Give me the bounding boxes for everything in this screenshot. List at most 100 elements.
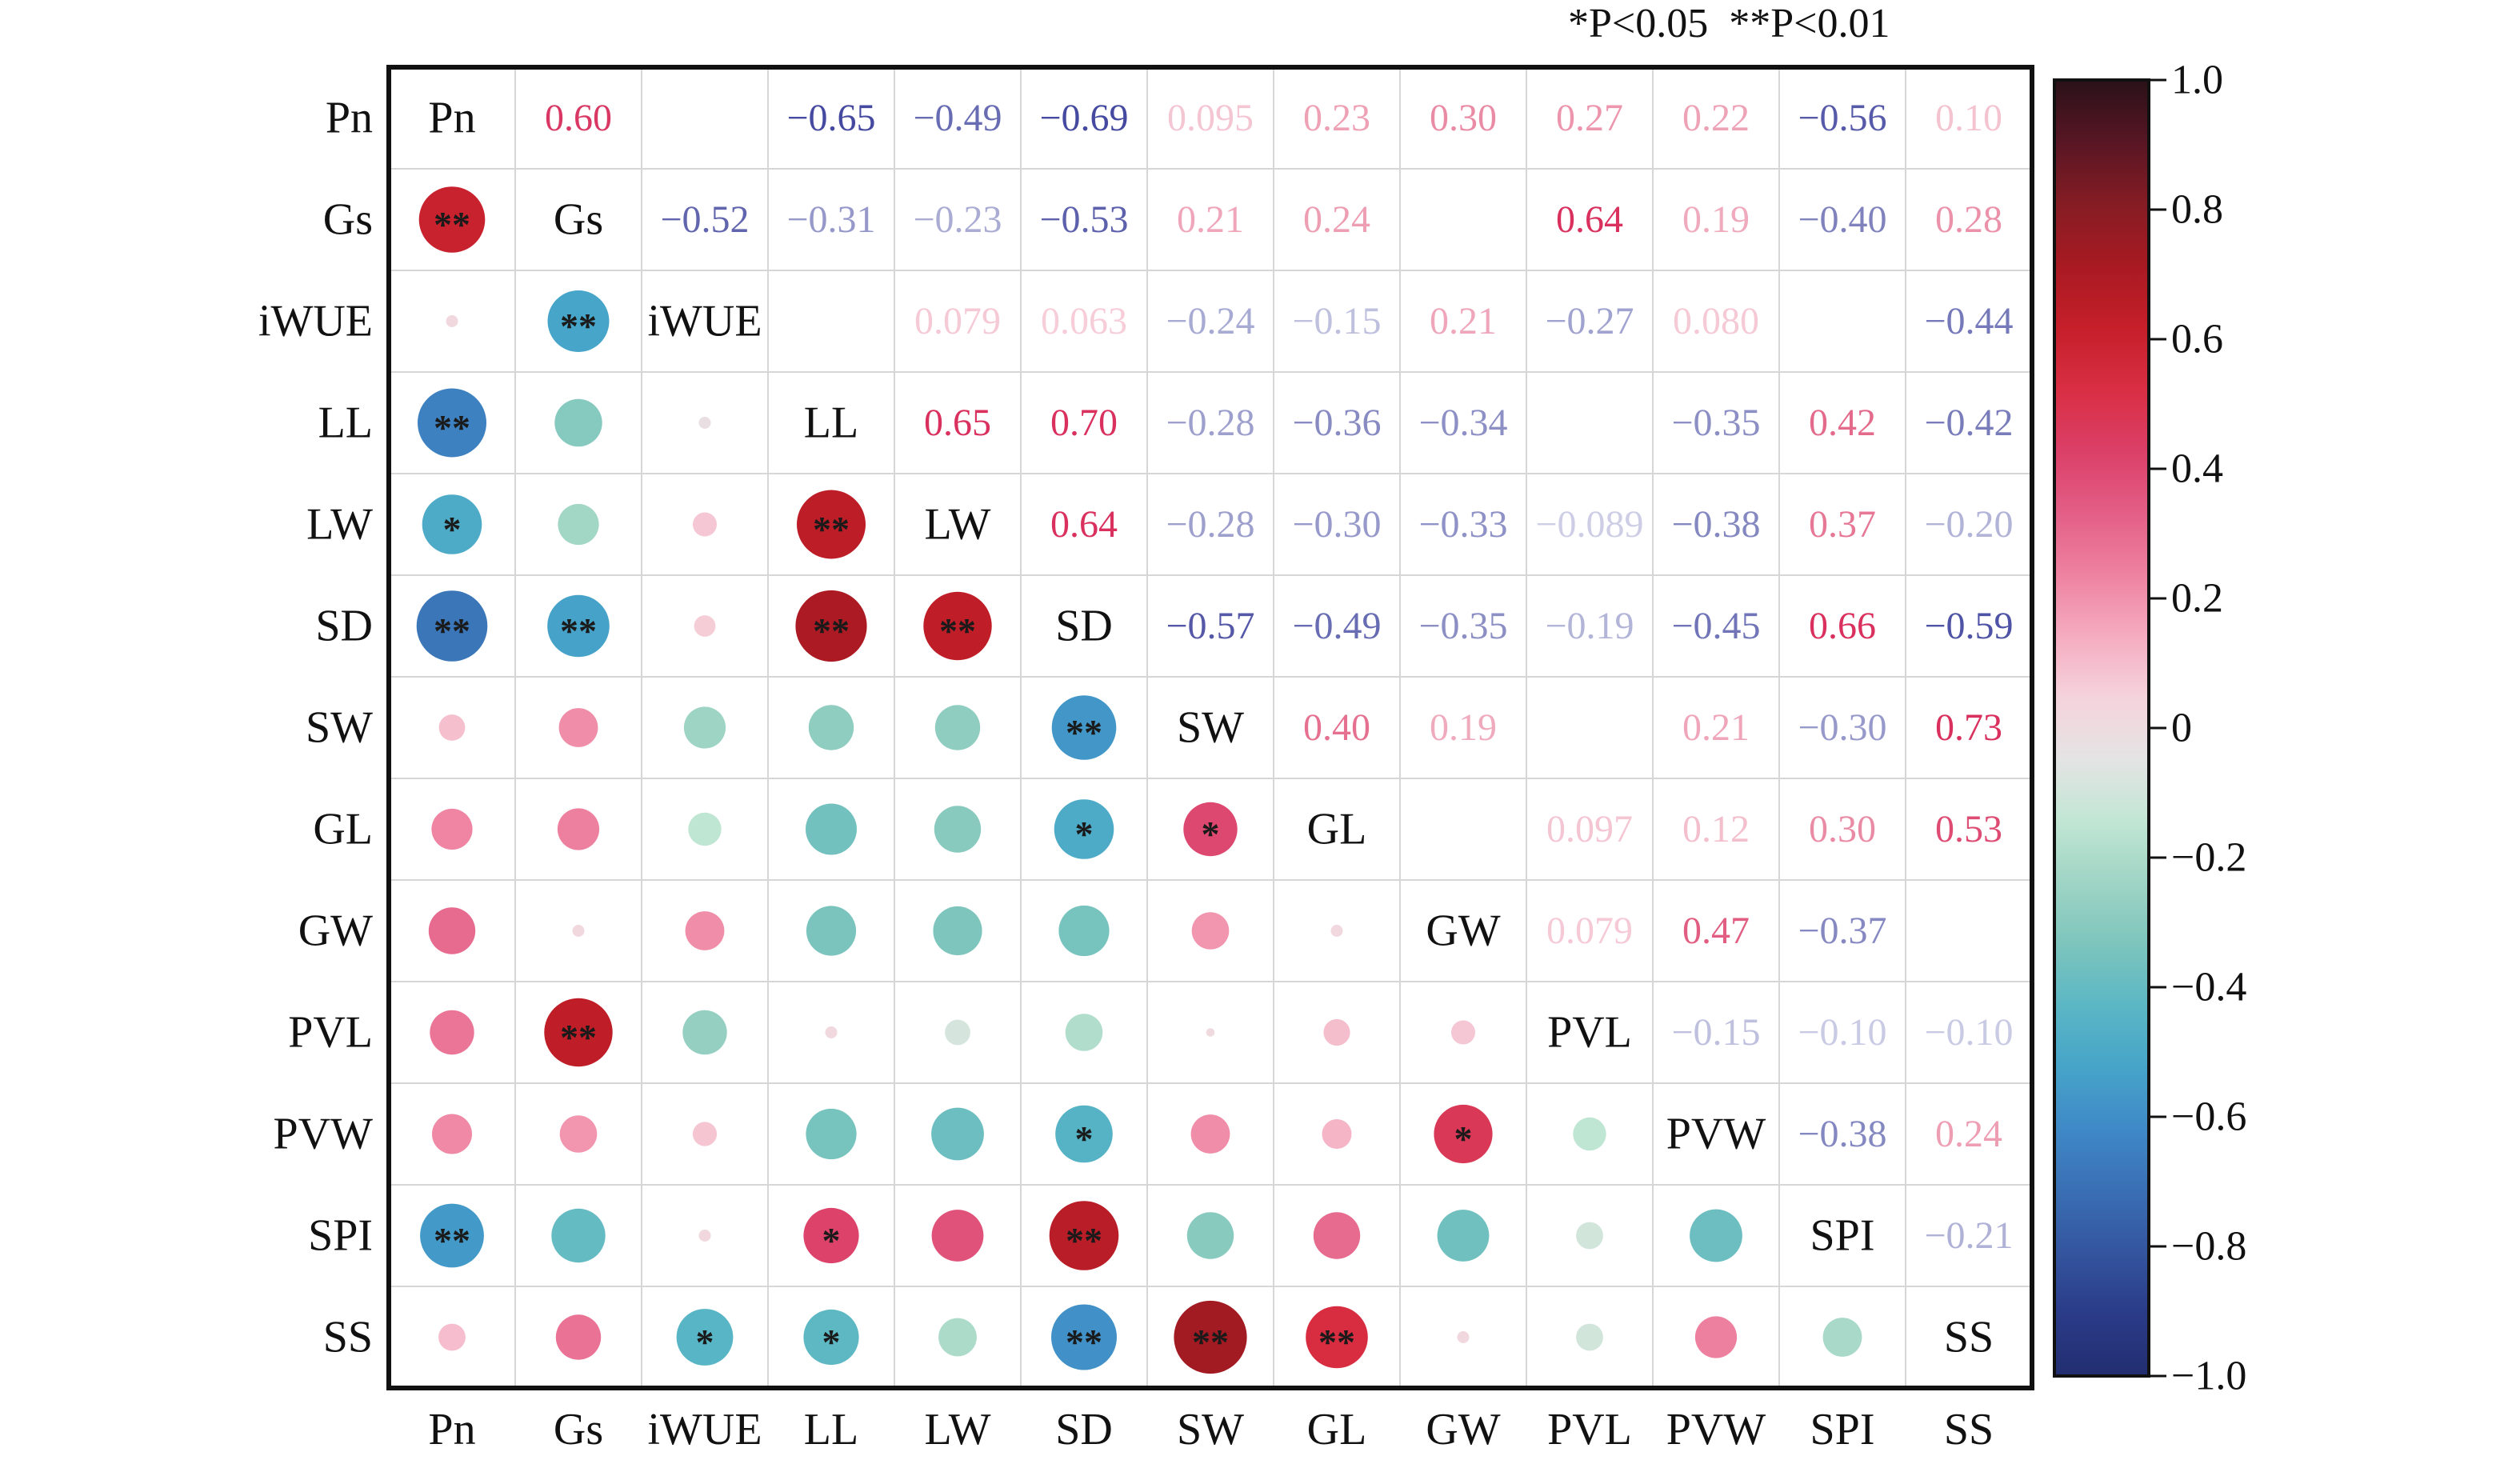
- corr-circle-PVL-GL: [1323, 1018, 1350, 1046]
- significance-mark-SD-LL: **: [813, 610, 850, 651]
- value-label-Pn-LL: −0.65: [786, 97, 875, 139]
- significance-mark-SD-Gs: **: [560, 610, 597, 651]
- corr-circle-PVW-PVL: [1573, 1117, 1606, 1151]
- col-label-PVL: PVL: [1547, 1405, 1632, 1454]
- value-label-SW-SPI: −0.30: [1798, 706, 1886, 749]
- significance-mark-iWUE-Gs: **: [560, 306, 597, 346]
- colorbar-tick-label: 0.6: [2171, 317, 2223, 362]
- significance-mark-SS-iWUE: *: [696, 1322, 714, 1362]
- significance-mark-PVL-Gs: **: [560, 1017, 597, 1058]
- corr-circle-PVL-LL: [825, 1026, 838, 1038]
- corr-circle-SS-PVW: [1694, 1316, 1738, 1358]
- value-label-PVW-SS: 0.24: [1935, 1113, 2002, 1155]
- significance-mark-LL-Pn: **: [434, 407, 470, 448]
- value-label-LW-SW: −0.28: [1166, 503, 1254, 546]
- colorbar-tick-label: 0.4: [2171, 446, 2223, 492]
- value-label-Pn-Gs: 0.60: [545, 97, 612, 139]
- significance-mark-Gs-Pn: **: [434, 204, 470, 245]
- row-label-SS: SS: [323, 1313, 373, 1362]
- corr-circle-iWUE-Gs: [547, 290, 610, 352]
- significance-mark-SS-LL: *: [822, 1322, 841, 1362]
- significance-mark-SS-SD: **: [1066, 1322, 1102, 1362]
- value-label-SD-GL: −0.49: [1292, 605, 1381, 647]
- corr-circle-PVW-SW: [1190, 1114, 1230, 1154]
- value-label-Gs-GL: 0.24: [1303, 198, 1370, 241]
- diagonal-label-SW: SW: [1177, 703, 1244, 753]
- value-label-Gs-SW: 0.21: [1177, 198, 1244, 241]
- significance-mark-SPI-SD: **: [1066, 1220, 1102, 1261]
- diagonal-label-Gs: Gs: [554, 195, 603, 245]
- corr-circle-SW-Pn: [438, 714, 466, 741]
- value-label-iWUE-SS: −0.44: [1924, 300, 2013, 342]
- corr-circle-GL-Pn: [431, 808, 473, 850]
- value-label-PVW-SPI: −0.38: [1798, 1113, 1886, 1155]
- value-label-SW-GL: 0.40: [1303, 706, 1370, 749]
- corr-circle-PVL-LW: [945, 1019, 970, 1046]
- col-label-GW: GW: [1426, 1405, 1500, 1454]
- value-label-Pn-LW: −0.49: [913, 97, 1002, 139]
- colorbar-tick-label: 1.0: [2171, 58, 2223, 103]
- value-label-Pn-PVW: 0.22: [1682, 97, 1750, 139]
- corr-circle-GL-SD: [1054, 799, 1114, 859]
- significance-mark-SPI-LL: *: [822, 1220, 841, 1261]
- col-label-Gs: Gs: [554, 1405, 603, 1454]
- col-label-LW: LW: [925, 1405, 991, 1454]
- value-label-Gs-LW: −0.23: [913, 198, 1002, 241]
- corr-circle-GW-SD: [1058, 905, 1110, 957]
- corr-circle-SW-Gs: [558, 708, 598, 747]
- value-label-SD-GW: −0.35: [1418, 605, 1507, 647]
- value-label-Pn-SD: −0.69: [1039, 97, 1128, 139]
- corr-circle-SW-iWUE: [683, 706, 726, 749]
- value-label-LL-SPI: 0.42: [1809, 402, 1876, 444]
- corr-circle-GW-iWUE: [685, 911, 725, 950]
- corr-circle-SPI-PVL: [1576, 1222, 1603, 1250]
- corr-circle-GL-Gs: [557, 808, 600, 850]
- corr-circle-PVW-GL: [1322, 1119, 1352, 1149]
- value-label-SD-PVW: −0.45: [1671, 605, 1760, 647]
- value-label-iWUE-SD: 0.063: [1041, 300, 1127, 342]
- corr-circle-SS-SW: [1174, 1300, 1247, 1374]
- colorbar-tick-label: −0.4: [2171, 965, 2246, 1010]
- corr-circle-SW-SD: [1051, 695, 1117, 760]
- colorbar-tick-label: −0.6: [2171, 1094, 2246, 1140]
- corr-circle-SPI-LW: [931, 1210, 984, 1262]
- corr-circle-SPI-Pn: [420, 1203, 484, 1268]
- value-label-PVL-SPI: −0.10: [1798, 1011, 1886, 1054]
- row-label-SPI: SPI: [308, 1211, 373, 1261]
- value-label-Gs-PVL: 0.64: [1556, 198, 1623, 241]
- corr-circle-LW-LL: [797, 490, 866, 559]
- corr-circle-SD-LL: [795, 590, 867, 662]
- diagonal-label-PVW: PVW: [1666, 1110, 1766, 1159]
- corr-circle-SS-GL: [1306, 1306, 1368, 1369]
- corr-circle-GW-SW: [1191, 912, 1230, 950]
- value-label-GL-PVW: 0.12: [1682, 808, 1750, 850]
- corr-circle-GW-LL: [806, 906, 857, 956]
- colorbar-tick-label: −1.0: [2171, 1354, 2246, 1399]
- corr-circle-PVL-Gs: [544, 998, 613, 1067]
- corr-circle-SS-LW: [938, 1318, 977, 1357]
- corr-circle-PVL-GW: [1451, 1020, 1475, 1045]
- significance-mark-SD-Pn: **: [434, 610, 470, 651]
- row-label-PVW: PVW: [274, 1110, 374, 1159]
- value-label-Gs-SPI: −0.40: [1798, 198, 1886, 241]
- diagonal-label-SPI: SPI: [1810, 1211, 1875, 1261]
- value-label-iWUE-GL: −0.15: [1292, 300, 1381, 342]
- diagonal-label-LL: LL: [804, 398, 858, 448]
- colorbar-tick-label: 0: [2171, 706, 2192, 751]
- colorbar-tick-label: −0.8: [2171, 1224, 2246, 1270]
- corr-circle-SPI-iWUE: [698, 1230, 711, 1242]
- grid: [386, 65, 2034, 1390]
- significance-mark-SS-SW: **: [1192, 1322, 1229, 1362]
- value-label-LL-SS: −0.42: [1924, 402, 2013, 444]
- corr-circle-PVL-iWUE: [682, 1010, 727, 1055]
- value-label-Gs-PVW: 0.19: [1682, 198, 1750, 241]
- row-label-SD: SD: [315, 602, 373, 651]
- value-label-iWUE-SW: −0.24: [1166, 300, 1254, 342]
- corr-circle-LL-Gs: [554, 398, 602, 447]
- value-label-LW-PVL: −0.089: [1535, 503, 1643, 546]
- significance-mark-GL-SD: *: [1075, 814, 1094, 854]
- value-label-LW-GW: −0.33: [1418, 503, 1507, 546]
- value-label-SPI-SS: −0.21: [1924, 1214, 2013, 1257]
- value-label-LL-GL: −0.36: [1292, 402, 1381, 444]
- corr-circle-SPI-GW: [1437, 1210, 1490, 1262]
